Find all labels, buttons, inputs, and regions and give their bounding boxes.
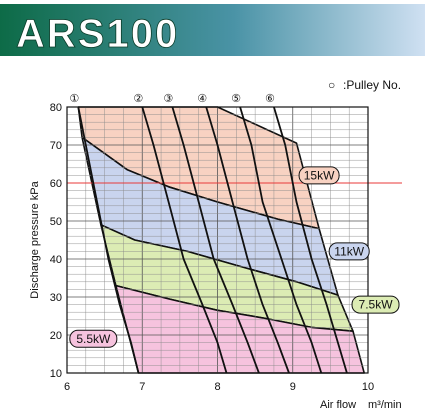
y-axis-label: Discharge pressure kPa <box>29 180 41 298</box>
power-label-box-3 <box>69 329 118 348</box>
x-tick-label: 8 <box>214 381 220 393</box>
x-tick-label: 7 <box>139 381 145 393</box>
y-tick-label: 30 <box>50 292 62 304</box>
x-tick-label: 9 <box>290 381 296 393</box>
y-tick-label: 70 <box>50 140 62 152</box>
y-tick-label: 20 <box>50 330 62 342</box>
x-axis-unit: m³/min <box>368 399 402 411</box>
power-bands <box>77 106 366 374</box>
pulley-label-5: ⑤ <box>231 92 241 105</box>
pulley-curve-1 <box>77 106 140 374</box>
y-tick-label: 60 <box>50 178 62 190</box>
plot-border <box>66 106 369 374</box>
pulley-legend-symbol: ○ <box>328 78 335 92</box>
power-label-2: 7.5kW <box>359 298 394 312</box>
power-label-box-2 <box>351 295 400 314</box>
y-tick-label: 80 <box>50 102 62 114</box>
y-tick-label: 50 <box>50 216 62 228</box>
y-tick-label: 40 <box>50 254 62 266</box>
pulley-curves <box>77 106 348 374</box>
grid <box>67 107 368 373</box>
power-label-1: 11kW <box>334 244 364 258</box>
chart-title: ARS100 <box>16 12 179 56</box>
x-tick-label: 6 <box>64 381 70 393</box>
x-axis-label: Air flow m³/min <box>320 399 402 411</box>
x-axis-ticks: 6 7 8 9 10 <box>64 381 374 393</box>
pulley-curve-3 <box>171 106 260 374</box>
pulley-curve-4 <box>205 106 290 374</box>
pulley-label-2: ② <box>133 92 143 105</box>
power-label-3: 5.5kW <box>76 332 111 346</box>
power-label-box-0 <box>298 166 340 185</box>
pulley-curve-6 <box>273 106 348 374</box>
x-tick-label: 10 <box>362 381 374 393</box>
pulley-label-6: ⑥ <box>265 92 275 105</box>
pulley-label-4: ④ <box>197 92 207 105</box>
pulley-label-1: ① <box>69 92 79 105</box>
pulley-label-3: ③ <box>163 92 173 105</box>
power-labels: 15kW 11kW 7.5kW 5.5kW <box>69 166 400 348</box>
plot-frame <box>66 106 369 374</box>
y-axis-ticks: 10 20 30 40 50 60 70 80 <box>50 102 62 380</box>
pulley-legend: ○ :Pulley No. <box>328 78 401 92</box>
pulley-labels: ① ② ③ ④ ⑤ ⑥ <box>69 92 275 105</box>
x-axis-label-text: Air flow <box>320 399 356 411</box>
power-label-box-1 <box>328 242 370 261</box>
y-tick-label: 10 <box>50 368 62 380</box>
title-banner: ARS100 <box>0 4 425 56</box>
pulley-curve-2 <box>141 106 228 374</box>
pulley-curve-5 <box>239 106 323 374</box>
power-label-0: 15kW <box>304 168 335 182</box>
pulley-legend-text: :Pulley No. <box>343 78 401 92</box>
